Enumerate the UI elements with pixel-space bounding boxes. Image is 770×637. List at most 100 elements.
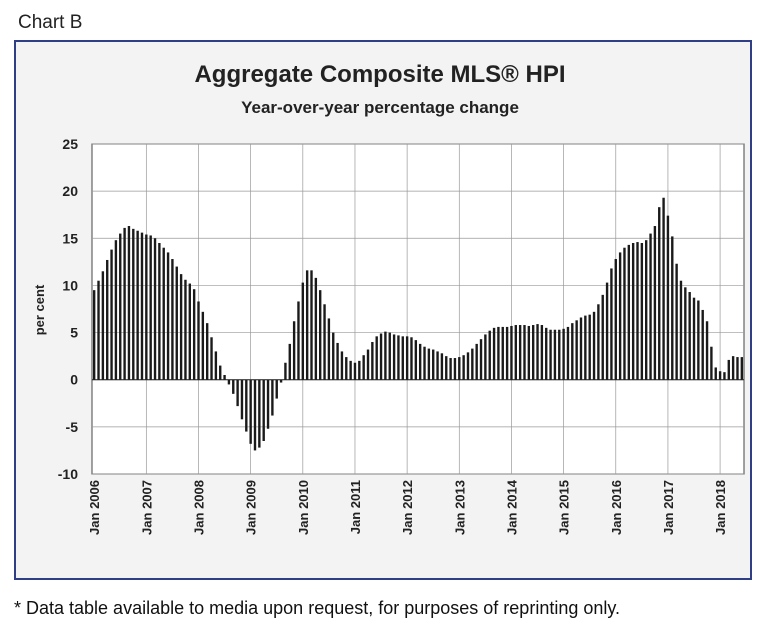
data-bar [445, 356, 448, 380]
data-bar [627, 244, 631, 380]
data-bar [310, 270, 313, 380]
data-bar [731, 356, 735, 380]
data-bar [210, 337, 213, 380]
data-bar [145, 234, 148, 380]
data-bar [618, 252, 622, 380]
data-bar [684, 287, 687, 380]
data-bar [392, 334, 396, 380]
data-bar [566, 326, 570, 380]
data-bar [584, 315, 587, 380]
data-bar [640, 243, 644, 380]
data-bar [340, 351, 344, 380]
data-bar [262, 379, 265, 441]
data-bar [562, 328, 565, 380]
data-bar [336, 342, 339, 380]
y-axis-label: per cent [32, 284, 47, 335]
data-bar [453, 358, 457, 380]
data-bar [679, 280, 683, 380]
data-bar [610, 268, 613, 380]
data-bar [658, 207, 661, 380]
data-bar [675, 263, 678, 380]
data-bar [166, 252, 170, 380]
data-bar [258, 379, 261, 448]
data-bar [205, 323, 209, 380]
data-bar [436, 351, 439, 380]
data-bar [723, 372, 726, 380]
data-bar [384, 331, 387, 380]
data-bar [688, 292, 691, 380]
data-bar [405, 336, 409, 380]
data-bar [553, 329, 557, 380]
data-bar [288, 343, 291, 380]
data-bar [418, 343, 422, 380]
data-bar [518, 325, 522, 380]
x-tick-label: Jan 2016 [609, 480, 624, 535]
data-bar [736, 357, 739, 380]
data-bar [597, 304, 600, 380]
data-bar [253, 379, 257, 451]
data-bar [510, 325, 513, 380]
data-bar [536, 324, 539, 380]
data-bar [188, 283, 191, 380]
x-tick-label: Jan 2014 [504, 479, 519, 535]
x-tick-label: Jan 2010 [296, 480, 311, 535]
data-bar [97, 280, 100, 380]
data-bar [175, 266, 178, 380]
data-bar [162, 247, 165, 380]
data-bar [671, 236, 674, 380]
data-bar [427, 348, 431, 380]
data-bar [592, 311, 596, 380]
data-bar [514, 325, 517, 380]
footnote: * Data table available to media upon req… [14, 598, 621, 618]
data-bar [227, 379, 231, 385]
data-bar [323, 304, 326, 380]
data-bar [319, 290, 322, 380]
data-bar [358, 360, 361, 380]
data-bar [579, 317, 583, 380]
data-bar [540, 325, 544, 380]
page-label: Chart B [18, 12, 83, 33]
data-bar [466, 352, 470, 380]
data-bar [492, 327, 496, 380]
data-bar [558, 329, 561, 380]
data-bar [219, 365, 222, 380]
data-bar [571, 323, 574, 380]
data-bar [575, 320, 578, 380]
data-bar [184, 279, 187, 380]
x-tick-label: Jan 2018 [713, 480, 728, 535]
x-tick-label: Jan 2006 [87, 480, 102, 535]
data-bar [153, 238, 157, 380]
data-bar [666, 215, 670, 380]
data-bar [449, 358, 452, 380]
x-tick-label: Jan 2013 [452, 480, 467, 535]
data-bar [458, 357, 461, 380]
plot-background [91, 143, 745, 475]
data-bar [158, 243, 161, 380]
data-bar [266, 379, 270, 429]
data-bar [240, 379, 244, 420]
data-bar [727, 359, 730, 380]
plot-area: Jan 2006 Jan 2007 Jan 2008 Jan 2009 Jan 2010… [58, 136, 745, 535]
data-bar [236, 379, 239, 407]
data-bar [271, 379, 274, 416]
data-bar [505, 326, 509, 380]
data-bar [623, 247, 626, 380]
data-bar [414, 340, 418, 380]
data-bar [201, 311, 205, 380]
y-tick-label: 5 [70, 325, 78, 341]
data-bar [362, 355, 365, 380]
data-bar [488, 330, 491, 380]
data-bar [549, 329, 552, 380]
data-bar [588, 314, 591, 380]
data-bar [171, 259, 174, 380]
data-bar [106, 259, 109, 380]
data-bar [327, 318, 331, 380]
data-bar [714, 367, 717, 380]
y-tick-label: -10 [58, 466, 78, 482]
data-bar [701, 309, 704, 380]
data-bar [275, 379, 278, 399]
data-bar [123, 227, 126, 380]
data-bar [710, 346, 713, 380]
data-bar [366, 349, 370, 380]
